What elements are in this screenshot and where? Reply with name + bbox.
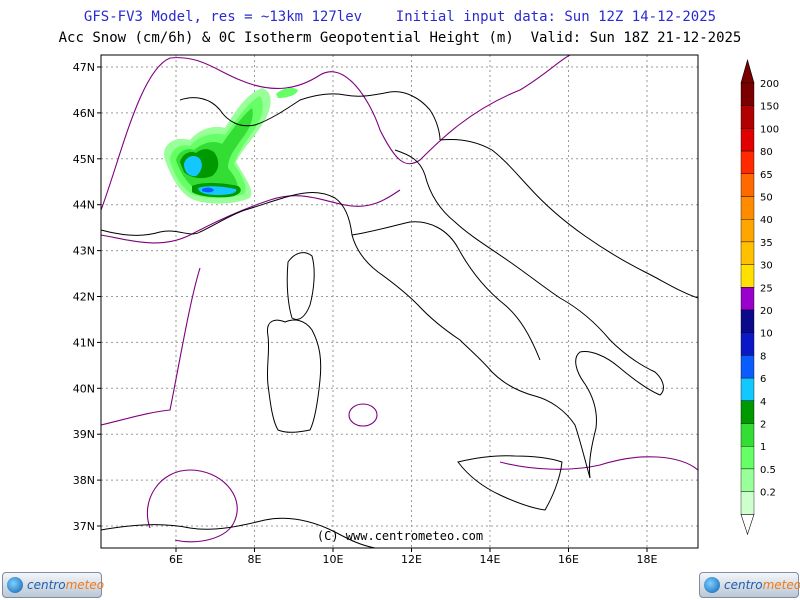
lon-label: 14E bbox=[480, 553, 501, 566]
legend-label: 25 bbox=[760, 283, 773, 294]
globe-icon bbox=[704, 577, 720, 593]
isotherm-line-southwest bbox=[100, 267, 201, 426]
lat-label: 42N bbox=[73, 291, 95, 304]
map-frame bbox=[100, 54, 699, 549]
legend-top-arrow bbox=[740, 58, 755, 84]
legend-swatch bbox=[740, 196, 755, 220]
lat-label: 46N bbox=[73, 107, 95, 120]
legend-swatch bbox=[740, 241, 755, 265]
longitude-labels: 6E 8E 10E 12E 14E 16E 18E bbox=[169, 548, 658, 566]
legend-swatch bbox=[740, 446, 755, 470]
lat-label: 37N bbox=[73, 520, 95, 533]
lon-label: 16E bbox=[558, 553, 579, 566]
legend-swatch bbox=[740, 400, 755, 424]
legend-swatch bbox=[740, 423, 755, 447]
legend-swatch bbox=[740, 491, 755, 515]
lon-label: 8E bbox=[248, 553, 262, 566]
legend-label: 1 bbox=[760, 442, 766, 453]
legend-swatch bbox=[740, 355, 755, 379]
logo-right-part2: meteo bbox=[762, 578, 800, 592]
legend-label: 200 bbox=[760, 79, 779, 90]
isotherm-contours bbox=[100, 54, 699, 543]
legend-swatch bbox=[740, 173, 755, 197]
legend-label: 150 bbox=[760, 102, 779, 113]
isotherm-closed-tyrrhenian bbox=[348, 403, 378, 427]
legend-swatch bbox=[740, 309, 755, 333]
legend-label: 0.2 bbox=[760, 488, 776, 499]
lat-label: 41N bbox=[73, 336, 95, 349]
model-info-title: GFS-FV3 Model, res = ~13km 127lev Initia… bbox=[83, 9, 717, 25]
legend-label: 65 bbox=[760, 170, 773, 181]
legend-label: 80 bbox=[760, 147, 773, 158]
legend-label: 20 bbox=[760, 306, 773, 317]
legend-label: 8 bbox=[760, 351, 766, 362]
legend-swatch bbox=[740, 128, 755, 152]
logo-right-part1: centro bbox=[724, 578, 763, 592]
legend-swatch bbox=[740, 82, 755, 106]
map-gridlines bbox=[101, 55, 698, 548]
snow-area-6cm bbox=[184, 156, 237, 195]
legend-label: 4 bbox=[760, 397, 766, 408]
snow-legend: 200 150 100 80 65 50 40 35 30 25 20 10 8 6 4 2 1 0.5 0.2 bbox=[740, 58, 779, 536]
lat-label: 40N bbox=[73, 382, 95, 395]
legend-label: 40 bbox=[760, 215, 773, 226]
legend-swatch bbox=[740, 287, 755, 311]
legend-swatch bbox=[740, 377, 755, 402]
lon-label: 6E bbox=[169, 553, 183, 566]
coastline-sicily bbox=[457, 455, 563, 511]
legend-swatch bbox=[740, 264, 755, 288]
legend-label: 2 bbox=[760, 420, 766, 431]
legend-label: 6 bbox=[760, 374, 766, 385]
coastline-west-mainland bbox=[100, 192, 591, 479]
centrometeo-logo-right[interactable]: centro meteo bbox=[699, 572, 800, 598]
lat-label: 44N bbox=[73, 199, 95, 212]
lon-label: 12E bbox=[401, 553, 422, 566]
copyright-text: (C) www.centrometeo.com bbox=[317, 529, 483, 543]
lat-label: 45N bbox=[73, 153, 95, 166]
coastlines-and-borders bbox=[100, 91, 699, 549]
map-variable-title: Acc Snow (cm/6h) & 0C Isotherm Geopotent… bbox=[58, 30, 742, 46]
centrometeo-logo-left[interactable]: centro meteo bbox=[2, 572, 105, 598]
isotherm-line-west bbox=[100, 189, 401, 244]
coastline-sardinia bbox=[266, 319, 322, 433]
legend-swatch bbox=[740, 332, 755, 356]
legend-label: 35 bbox=[760, 238, 773, 249]
lat-label: 43N bbox=[73, 245, 95, 258]
logo-left-part2: meteo bbox=[65, 578, 105, 592]
legend-label: 10 bbox=[760, 329, 773, 340]
lat-label: 47N bbox=[73, 61, 95, 74]
coastline-balkan bbox=[439, 139, 699, 299]
lon-label: 18E bbox=[637, 553, 658, 566]
legend-bottom-arrow bbox=[740, 513, 755, 536]
legend-swatch bbox=[740, 218, 755, 243]
isotherm-line-north bbox=[100, 54, 571, 211]
coastline-africa bbox=[100, 517, 376, 549]
border-alpine bbox=[179, 91, 441, 141]
isotherm-closed-south bbox=[146, 469, 238, 543]
snow-area-8cm bbox=[202, 187, 214, 193]
legend-swatch bbox=[740, 468, 755, 492]
snow-accumulation-areas bbox=[164, 87, 298, 204]
latitude-labels: 47N 46N 45N 44N 43N 42N 41N 40N 39N 38N 37N bbox=[73, 61, 101, 533]
legend-label: 30 bbox=[760, 261, 773, 272]
legend-label: 100 bbox=[760, 124, 779, 135]
lat-label: 38N bbox=[73, 474, 95, 487]
globe-icon bbox=[7, 577, 23, 593]
snow-area-hint bbox=[276, 87, 298, 98]
legend-swatch bbox=[740, 105, 755, 129]
legend-swatch bbox=[740, 150, 755, 175]
lat-label: 39N bbox=[73, 428, 95, 441]
lon-label: 10E bbox=[323, 553, 344, 566]
coastline-adriatic bbox=[394, 149, 664, 479]
isotherm-line-sicily bbox=[499, 456, 699, 471]
border-apennine bbox=[351, 221, 541, 361]
coastline-corsica bbox=[286, 252, 315, 320]
logo-left-part1: centro bbox=[27, 578, 66, 592]
legend-label: 0.5 bbox=[760, 465, 776, 476]
map-frame-bg bbox=[101, 55, 698, 548]
legend-label: 50 bbox=[760, 193, 773, 204]
